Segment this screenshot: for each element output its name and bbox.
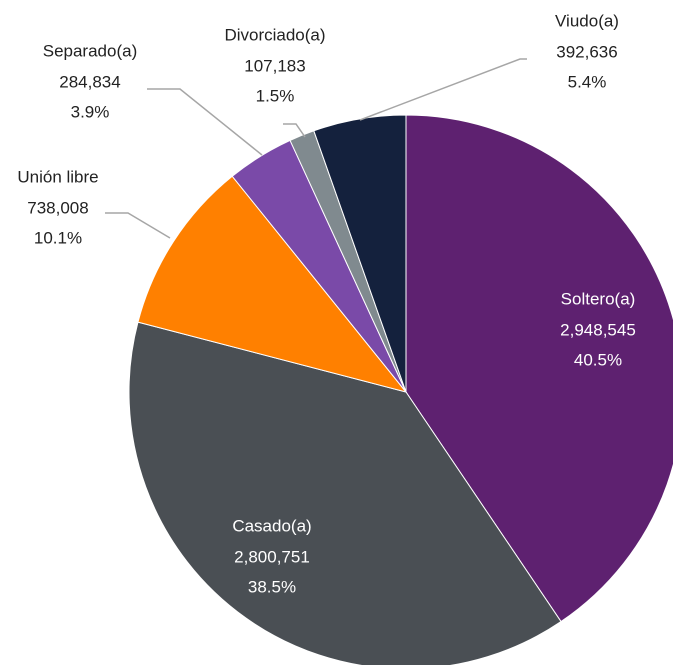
pie-slice bbox=[313, 114, 407, 393]
category-label: Soltero(a) bbox=[561, 289, 636, 308]
percent-label: 1.5% bbox=[256, 86, 295, 105]
value-label: 2,800,751 bbox=[234, 547, 310, 566]
percent-label: 38.5% bbox=[248, 577, 296, 596]
category-label: Unión libre bbox=[17, 167, 98, 186]
value-label: 107,183 bbox=[244, 56, 305, 75]
leader-line bbox=[359, 58, 527, 121]
leader-lines bbox=[105, 58, 527, 239]
leader-line bbox=[283, 123, 306, 138]
percent-label: 10.1% bbox=[34, 228, 82, 247]
value-label: 392,636 bbox=[556, 42, 617, 61]
category-label: Casado(a) bbox=[232, 516, 311, 535]
category-label: Viudo(a) bbox=[555, 11, 619, 30]
pie-slice bbox=[128, 321, 562, 665]
category-label: Divorciado(a) bbox=[224, 25, 325, 44]
leader-line bbox=[105, 212, 171, 239]
pie-slice bbox=[137, 175, 408, 393]
value-label: 738,008 bbox=[27, 198, 88, 217]
percent-label: 5.4% bbox=[568, 72, 607, 91]
percent-label: 3.9% bbox=[71, 102, 110, 121]
percent-label: 40.5% bbox=[574, 350, 622, 369]
value-label: 284,834 bbox=[59, 72, 120, 91]
category-label: Separado(a) bbox=[43, 41, 138, 60]
value-label: 2,948,545 bbox=[560, 320, 636, 339]
pie-slice bbox=[405, 114, 673, 623]
leader-line bbox=[147, 88, 263, 156]
